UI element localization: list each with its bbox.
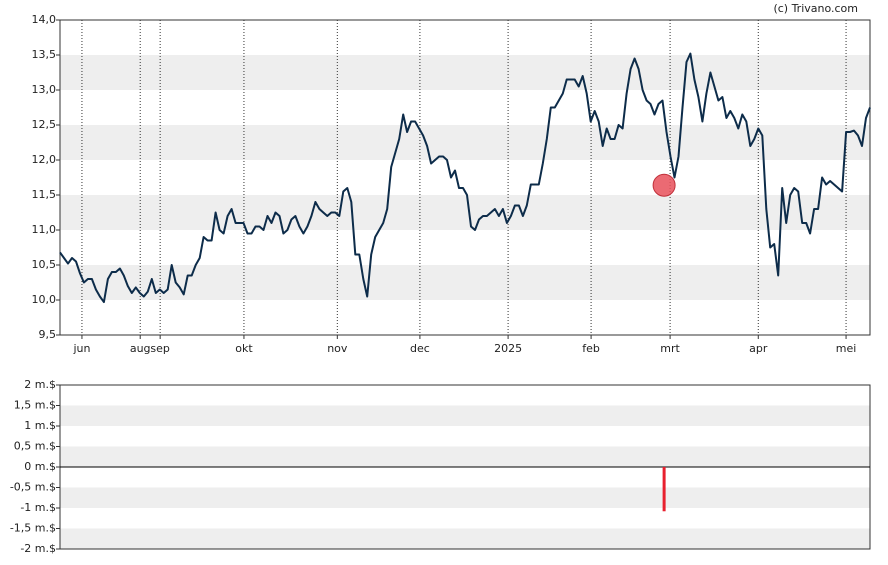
y-tick-label: 2 m.$ bbox=[24, 378, 56, 391]
band bbox=[60, 405, 870, 426]
x-tick-label: feb bbox=[582, 342, 600, 355]
y-tick-label: 9,5 bbox=[39, 328, 57, 341]
y-tick-label: 13,0 bbox=[32, 83, 57, 96]
band bbox=[60, 265, 870, 300]
y-tick-label: -1,5 m.$ bbox=[10, 522, 56, 535]
y-tick-label: 13,5 bbox=[32, 48, 57, 61]
x-tick-label: okt bbox=[235, 342, 253, 355]
y-tick-label: 11,5 bbox=[32, 188, 57, 201]
y-tick-label: -0,5 m.$ bbox=[10, 481, 56, 494]
y-tick-label: 1 m.$ bbox=[24, 419, 56, 432]
y-tick-label: -1 m.$ bbox=[20, 501, 56, 514]
y-tick-label: 14,0 bbox=[32, 13, 57, 26]
y-tick-label: 12,0 bbox=[32, 153, 57, 166]
y-tick-label: 10,0 bbox=[32, 293, 57, 306]
bar bbox=[662, 467, 666, 512]
y-tick-label: 11,0 bbox=[32, 223, 57, 236]
x-tick-label: aug bbox=[130, 342, 151, 355]
band bbox=[60, 528, 870, 549]
x-tick-label: jun bbox=[72, 342, 90, 355]
price-line bbox=[59, 52, 871, 304]
event-marker bbox=[652, 173, 676, 197]
band bbox=[60, 446, 870, 467]
x-tick-label: mrt bbox=[660, 342, 680, 355]
plot-frame bbox=[59, 19, 871, 336]
x-tick-label: apr bbox=[749, 342, 768, 355]
band bbox=[60, 195, 870, 230]
band bbox=[60, 55, 870, 90]
x-tick-label: dec bbox=[410, 342, 430, 355]
y-tick-label: 1,5 m.$ bbox=[14, 399, 56, 412]
x-tick-label: nov bbox=[327, 342, 348, 355]
copyright: (c) Trivano.com bbox=[773, 2, 858, 15]
band bbox=[60, 125, 870, 160]
y-tick-label: 0,5 m.$ bbox=[14, 440, 56, 453]
x-tick-label: 2025 bbox=[494, 342, 522, 355]
band bbox=[60, 487, 870, 508]
x-tick-label: sep bbox=[150, 342, 169, 355]
y-tick-label: 0 m.$ bbox=[24, 460, 56, 473]
y-tick-label: 12,5 bbox=[32, 118, 57, 131]
x-tick-label: mei bbox=[836, 342, 857, 355]
y-tick-label: 10,5 bbox=[32, 258, 57, 271]
y-tick-label: -2 m.$ bbox=[20, 542, 56, 555]
